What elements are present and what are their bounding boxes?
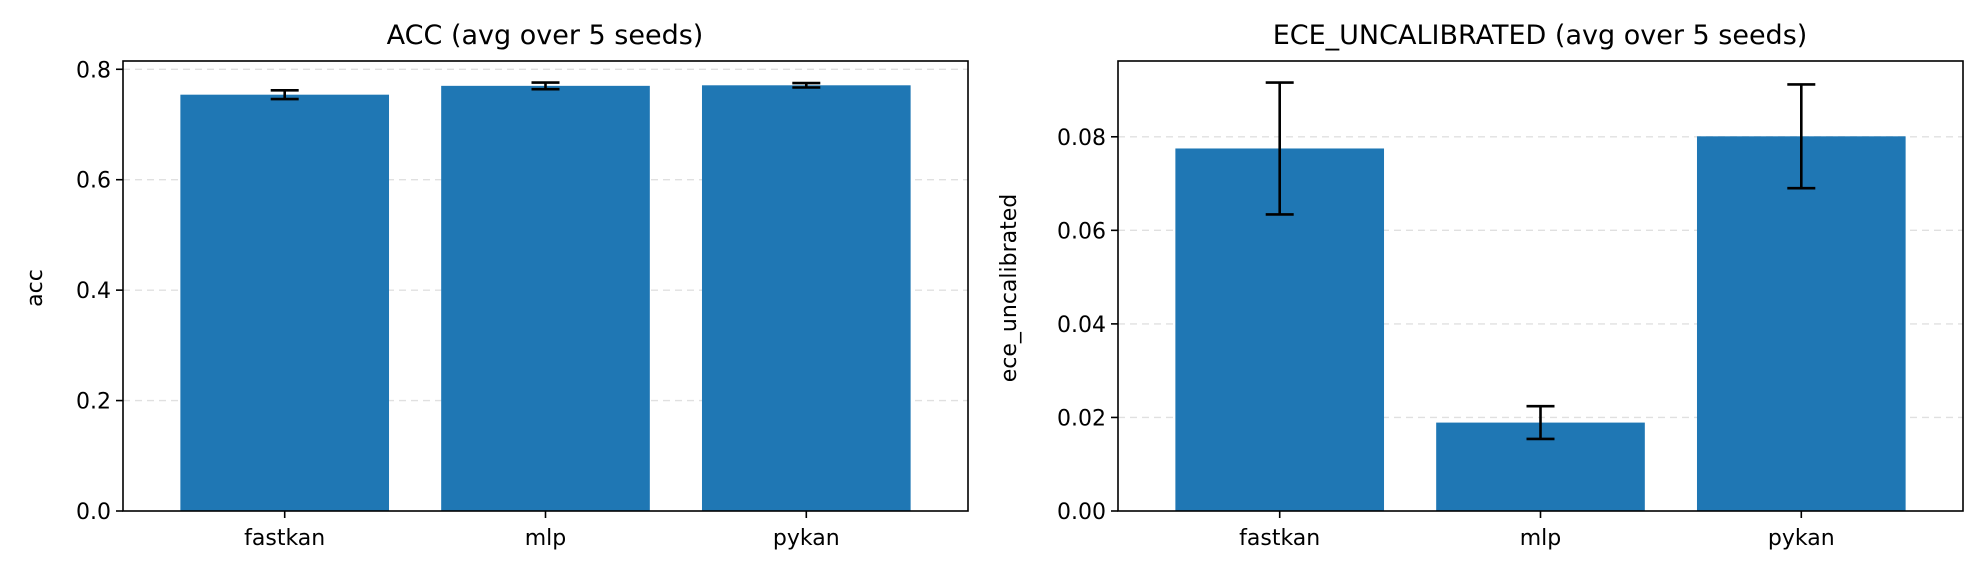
acc-xtick-label: pykan xyxy=(773,526,840,551)
acc-bar-pykan xyxy=(701,85,911,511)
acc-errorbar-pykan xyxy=(792,81,821,89)
acc-chart: ACC (avg over 5 seeds) acc 0.0 0.2 0.4 0.6 0… xyxy=(23,20,969,551)
acc-errorbar-mlp xyxy=(531,81,560,91)
ece-xtick-label: fastkan xyxy=(1239,526,1320,551)
ece-chart: ECE_UNCALIBRATED (avg over 5 seeds) ece_… xyxy=(997,20,1964,551)
acc-bar-fastkan xyxy=(180,94,390,512)
ece-xtick-label: mlp xyxy=(1520,526,1562,551)
acc-ytick-label: 0.4 xyxy=(76,279,111,304)
acc-ytick-label: 0.6 xyxy=(76,169,111,194)
ece-errorbar-fastkan xyxy=(1265,81,1294,216)
acc-chart-title: ACC (avg over 5 seeds) xyxy=(387,20,704,51)
ece-ytick-label: 0.08 xyxy=(1057,126,1106,151)
acc-xtick-label: fastkan xyxy=(244,526,325,551)
acc-chart-ylabel: acc xyxy=(23,269,48,307)
ece-chart-title: ECE_UNCALIBRATED (avg over 5 seeds) xyxy=(1273,20,1808,51)
ece-ytick-label: 0.06 xyxy=(1057,219,1106,244)
ece-ytick-label: 0.00 xyxy=(1057,500,1106,525)
acc-bar-mlp xyxy=(441,85,650,512)
acc-ytick-label: 0.0 xyxy=(76,500,111,525)
ece-bar-pykan xyxy=(1696,136,1906,512)
ece-xtick-label: pykan xyxy=(1768,526,1835,551)
ece-errorbar-pykan xyxy=(1787,83,1816,190)
acc-ytick-label: 0.8 xyxy=(76,58,111,83)
ece-errorbar-mlp xyxy=(1526,404,1555,441)
ece-chart-ylabel: ece_uncalibrated xyxy=(997,194,1022,382)
acc-ytick-label: 0.2 xyxy=(76,390,111,415)
acc-xtick-label: mlp xyxy=(525,526,567,551)
acc-errorbar-fastkan xyxy=(270,88,299,101)
ece-ytick-label: 0.02 xyxy=(1057,406,1106,431)
ece-ytick-label: 0.04 xyxy=(1057,313,1106,338)
